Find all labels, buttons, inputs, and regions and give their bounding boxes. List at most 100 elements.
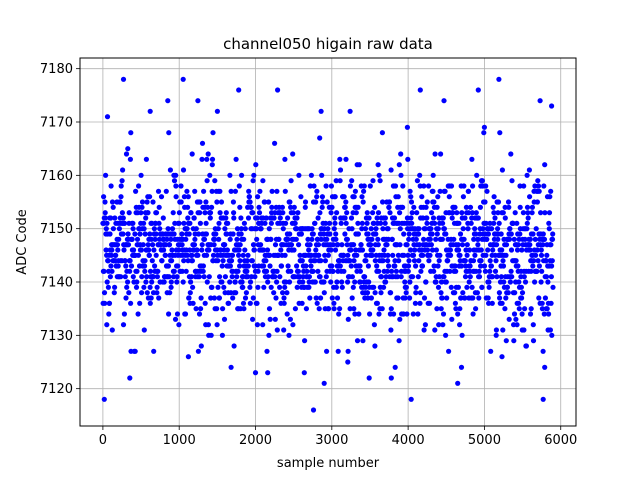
data-point (524, 226, 530, 232)
data-point (322, 258, 328, 264)
data-point (437, 188, 443, 194)
data-point (421, 327, 427, 333)
data-point (131, 247, 137, 253)
data-point (238, 231, 244, 237)
data-point (153, 252, 159, 258)
data-point (464, 252, 470, 258)
data-point (491, 194, 497, 200)
data-point (237, 263, 243, 269)
data-point (167, 167, 173, 173)
data-point (203, 220, 209, 226)
data-point (328, 279, 334, 285)
data-point (524, 220, 530, 226)
data-point (436, 274, 442, 280)
data-point (334, 210, 340, 216)
data-point (240, 252, 246, 258)
data-point (271, 215, 277, 221)
data-point (294, 226, 300, 232)
data-point (339, 284, 345, 290)
data-point (416, 226, 422, 232)
data-point (167, 290, 173, 296)
data-point (317, 135, 323, 141)
data-point (169, 247, 175, 253)
x-axis-ticks: 0 1000 2000 3000 4000 5000 6000 (99, 426, 577, 448)
data-point (513, 316, 519, 322)
data-point (195, 252, 201, 258)
data-point (142, 231, 148, 237)
data-point (134, 279, 140, 285)
data-point (521, 327, 527, 333)
outlier-point (404, 124, 410, 130)
data-point (371, 220, 377, 226)
data-point (287, 316, 293, 322)
data-point (313, 247, 319, 253)
data-point (436, 258, 442, 264)
data-point (321, 290, 327, 296)
data-point (525, 210, 531, 216)
data-point (209, 156, 216, 162)
data-point (181, 194, 187, 200)
data-point (241, 220, 247, 226)
data-point (491, 210, 497, 216)
data-point (427, 300, 433, 306)
data-point (302, 338, 308, 344)
data-point (162, 252, 168, 258)
data-point (288, 204, 294, 210)
outlier-point (120, 76, 127, 82)
data-point (145, 210, 151, 216)
data-point (227, 236, 233, 242)
data-point (286, 279, 293, 285)
data-point (255, 194, 261, 200)
data-point (460, 194, 466, 200)
data-point (103, 172, 109, 178)
x-axis-label: sample number (277, 456, 380, 471)
data-point (503, 252, 509, 258)
data-point (123, 295, 129, 301)
data-point (214, 306, 220, 312)
data-point (197, 220, 203, 226)
data-point (435, 284, 442, 290)
data-point (505, 290, 511, 296)
outlier-point (214, 108, 220, 114)
data-point (503, 295, 509, 301)
data-point (307, 295, 313, 301)
data-point (371, 322, 377, 328)
data-point (524, 204, 531, 210)
data-point (549, 263, 555, 269)
data-point (377, 178, 383, 184)
data-point (348, 247, 354, 253)
data-point (500, 258, 506, 264)
data-point (319, 194, 325, 200)
data-point (116, 236, 122, 242)
outlier-point (499, 354, 505, 360)
data-point (168, 284, 174, 290)
data-point (333, 236, 339, 242)
data-point (201, 188, 207, 194)
data-point (408, 194, 414, 200)
data-point (492, 268, 499, 274)
data-point (483, 183, 489, 189)
data-point (546, 226, 552, 232)
data-point (127, 258, 133, 264)
outlier-point (455, 380, 461, 386)
data-point (321, 231, 327, 237)
data-point (143, 156, 149, 162)
data-point (449, 215, 455, 221)
data-point (312, 220, 318, 226)
data-point (147, 300, 153, 306)
data-point (476, 295, 482, 301)
data-point (115, 263, 121, 269)
data-point (455, 284, 461, 290)
data-point (463, 247, 469, 253)
data-point (329, 295, 335, 301)
data-point (368, 295, 374, 301)
data-point (186, 295, 192, 301)
data-point (171, 231, 177, 237)
data-point (149, 279, 155, 285)
data-point (156, 236, 162, 242)
data-point (326, 220, 333, 226)
data-point (386, 199, 393, 205)
data-point (470, 295, 476, 301)
data-point (105, 284, 111, 290)
data-point (204, 252, 210, 258)
